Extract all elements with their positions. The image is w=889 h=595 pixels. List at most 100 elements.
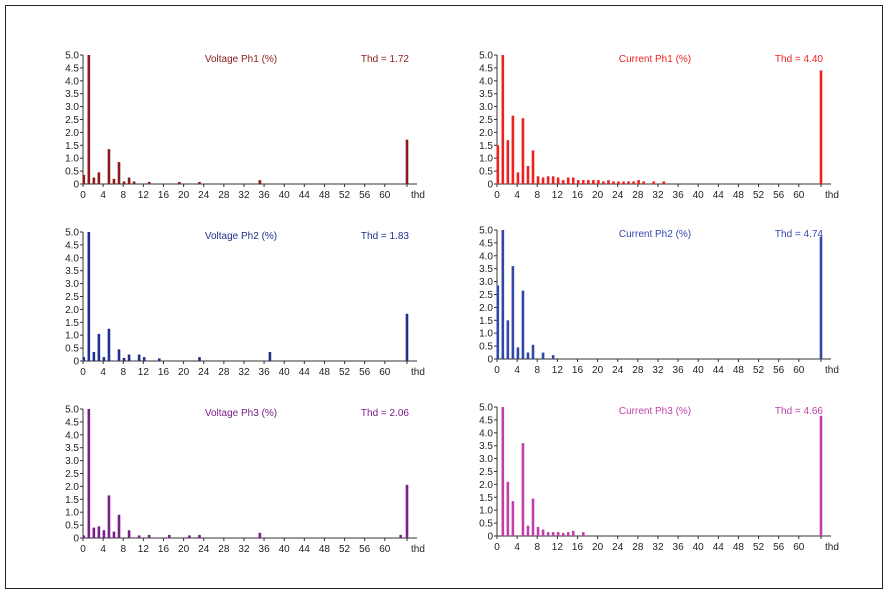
voltage-ph1-x-tick-label: 48: [319, 190, 331, 201]
voltage-ph2-y-tick-label: 5.0: [65, 228, 79, 239]
current-ph1-bar: [612, 181, 615, 184]
voltage-ph3-bar: [87, 409, 91, 538]
current-ph2-y-tick-label: 4.5: [479, 238, 493, 249]
voltage-ph3-x-tick-label: 4: [100, 544, 106, 555]
voltage-ph1-thd-label: Thd = 1.72: [361, 54, 410, 65]
current-ph1-bar: [597, 180, 600, 184]
current-ph3-y-tick-label: 0.5: [479, 519, 493, 530]
current-ph3-bar: [501, 407, 505, 536]
current-ph2-x-tick-label: 52: [753, 365, 765, 376]
current-ph1-x-tick-label: 20: [592, 190, 604, 201]
current-ph3-y-tick-label: 3.0: [479, 454, 493, 465]
current-ph1-bar: [496, 145, 500, 184]
current-ph1-bar: [642, 181, 645, 184]
voltage-ph3-x-tick-label: 20: [178, 544, 190, 555]
voltage-ph1-x-tick-label: 56: [359, 190, 371, 201]
voltage-ph1-x-tick-label: 12: [138, 190, 150, 201]
current-ph3-bar: [541, 529, 545, 536]
current-ph3-bar: [571, 530, 575, 536]
voltage-ph2-y-tick-label: 1.0: [65, 331, 79, 342]
voltage-ph2-bar: [102, 357, 106, 361]
voltage-ph1-bar: [97, 172, 101, 184]
voltage-ph3-y-tick-label: 0.5: [65, 521, 79, 532]
voltage-ph3-x-tick-label: 56: [359, 544, 371, 555]
current-ph3-y-tick-label: 1.0: [479, 506, 493, 517]
voltage-ph1-y-tick-label: 0: [73, 180, 79, 191]
voltage-ph1-y-tick-label: 1.0: [65, 154, 79, 165]
current-ph1-y-tick-label: 4.5: [479, 63, 493, 74]
current-ph1-bar: [592, 180, 595, 184]
voltage-ph1-bar: [198, 181, 201, 184]
voltage-ph2-y-tick-label: 2.5: [65, 292, 79, 303]
current-ph2-y-tick-label: 3.5: [479, 264, 493, 275]
voltage-ph2-x-tick-label: 60: [379, 367, 391, 378]
current-ph3-x-tick-label: 8: [534, 542, 540, 553]
current-ph2-bar: [551, 355, 555, 359]
current-ph1-thd-bar: [819, 70, 823, 184]
voltage-ph3-bar: [107, 495, 111, 538]
voltage-ph2-y-tick-label: 4.0: [65, 253, 79, 264]
voltage-ph1-y-tick-label: 5.0: [65, 51, 79, 62]
current-ph2-y-tick-label: 3.0: [479, 277, 493, 288]
voltage-ph2-x-tick-label: 28: [218, 367, 230, 378]
voltage-ph2-bar: [87, 232, 91, 361]
current-ph3-bar: [511, 501, 515, 536]
current-ph1-bar: [632, 181, 635, 184]
voltage-ph3-y-tick-label: 0: [73, 534, 79, 545]
voltage-ph3-x-tick-label: 0: [80, 544, 86, 555]
current-ph3-title: Current Ph3 (%): [619, 406, 691, 417]
voltage-ph3-x-tick-label: 16: [158, 544, 170, 555]
voltage-ph3-bar: [92, 527, 96, 538]
current-ph1-bar: [536, 176, 540, 184]
voltage-ph2-x-tick-label: 24: [198, 367, 210, 378]
voltage-ph1-x-tick-label: 28: [218, 190, 230, 201]
voltage-ph3-y-tick-label: 4.5: [65, 417, 79, 428]
current-ph3-x-tick-label: 40: [693, 542, 705, 553]
voltage-ph3-y-tick-label: 3.0: [65, 456, 79, 467]
current-ph2-title: Current Ph2 (%): [619, 229, 691, 240]
current-ph2-x-tick-label: 40: [693, 365, 705, 376]
voltage-ph3-bar: [137, 535, 141, 538]
voltage-ph3-bar: [112, 531, 116, 538]
current-ph3-x-tick-label: 36: [673, 542, 685, 553]
voltage-ph1-x-tick-label: 32: [238, 190, 250, 201]
current-ph2-bar: [541, 352, 545, 359]
current-ph1-bar: [561, 180, 565, 184]
current-ph1-y-tick-label: 2.5: [479, 115, 493, 126]
current-ph3-x-tick-label: 44: [713, 542, 725, 553]
voltage-ph2-x-tick-label: 44: [299, 367, 311, 378]
voltage-ph3-bar: [188, 535, 191, 538]
current-ph1-x-tick-label: 16: [572, 190, 584, 201]
current-ph3-x-tick-label: 16: [572, 542, 584, 553]
current-ph1-x-tick-label: 32: [652, 190, 664, 201]
current-ph3-y-tick-label: 1.5: [479, 493, 493, 504]
voltage-ph2-x-tick-label: 48: [319, 367, 331, 378]
voltage-ph1-bar: [132, 181, 136, 184]
current-ph3-x-tick-label: 32: [652, 542, 664, 553]
voltage-ph1-bar: [122, 181, 126, 184]
voltage-ph2-bar: [198, 357, 201, 361]
voltage-ph3-x-tick-label: 8: [120, 544, 126, 555]
voltage-ph2-y-tick-label: 4.5: [65, 240, 79, 251]
voltage-ph2-x-tick-label: 36: [259, 367, 271, 378]
voltage-ph1-x-tick-label: 44: [299, 190, 311, 201]
current-ph1-bar: [622, 181, 625, 184]
voltage-ph1-x-tick-label: 4: [100, 190, 106, 201]
current-ph1-x-tick-label: 44: [713, 190, 725, 201]
voltage-ph1-bar: [112, 178, 116, 184]
voltage-ph2-x-tick-label: thd: [411, 367, 425, 378]
current-ph1-y-tick-label: 2.0: [479, 128, 493, 139]
voltage-ph1-bar: [92, 177, 96, 184]
voltage-ph2-y-tick-label: 1.5: [65, 318, 79, 329]
current-ph1-x-tick-label: thd: [825, 190, 839, 201]
voltage-ph3-x-tick-label: 48: [319, 544, 331, 555]
current-ph2-y-tick-label: 2.0: [479, 303, 493, 314]
current-ph3-x-tick-label: 20: [592, 542, 604, 553]
current-ph2-y-tick-label: 1.0: [479, 329, 493, 340]
voltage-ph1-bar: [147, 181, 151, 184]
current-ph1-x-tick-label: 40: [693, 190, 705, 201]
current-ph3-bar: [536, 526, 540, 536]
current-ph3-bar: [521, 443, 525, 536]
voltage-ph2-bar: [268, 351, 272, 361]
